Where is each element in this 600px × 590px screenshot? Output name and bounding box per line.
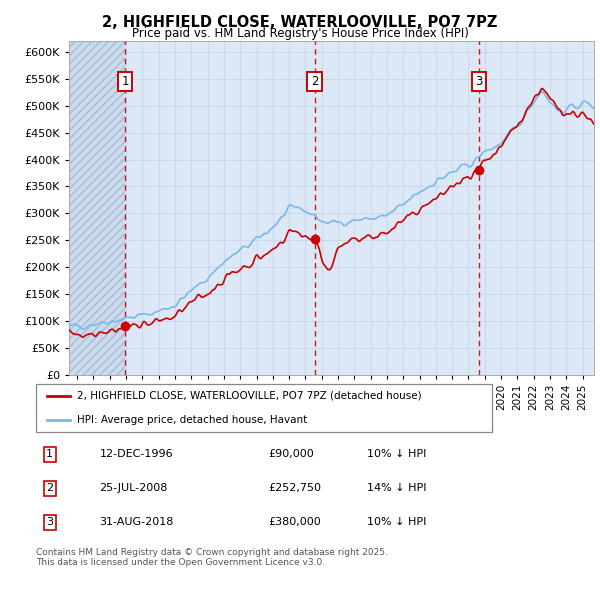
Text: 31-AUG-2018: 31-AUG-2018 xyxy=(100,517,174,527)
Text: 10% ↓ HPI: 10% ↓ HPI xyxy=(367,449,427,459)
Bar xyxy=(69,41,125,375)
Text: Contains HM Land Registry data © Crown copyright and database right 2025.
This d: Contains HM Land Registry data © Crown c… xyxy=(36,548,388,567)
Text: £90,000: £90,000 xyxy=(268,449,314,459)
Text: 25-JUL-2008: 25-JUL-2008 xyxy=(100,483,168,493)
Text: 12-DEC-1996: 12-DEC-1996 xyxy=(100,449,173,459)
Text: Price paid vs. HM Land Registry's House Price Index (HPI): Price paid vs. HM Land Registry's House … xyxy=(131,27,469,40)
Text: 14% ↓ HPI: 14% ↓ HPI xyxy=(367,483,427,493)
FancyBboxPatch shape xyxy=(36,384,492,432)
Text: 3: 3 xyxy=(46,517,53,527)
Text: 2, HIGHFIELD CLOSE, WATERLOOVILLE, PO7 7PZ: 2, HIGHFIELD CLOSE, WATERLOOVILLE, PO7 7… xyxy=(103,15,497,30)
Text: 3: 3 xyxy=(476,75,483,88)
Text: 1: 1 xyxy=(122,75,129,88)
Text: £380,000: £380,000 xyxy=(268,517,320,527)
Text: 10% ↓ HPI: 10% ↓ HPI xyxy=(367,517,427,527)
Text: HPI: Average price, detached house, Havant: HPI: Average price, detached house, Hava… xyxy=(77,415,307,425)
Text: £252,750: £252,750 xyxy=(268,483,321,493)
Text: 2: 2 xyxy=(311,75,318,88)
Text: 2, HIGHFIELD CLOSE, WATERLOOVILLE, PO7 7PZ (detached house): 2, HIGHFIELD CLOSE, WATERLOOVILLE, PO7 7… xyxy=(77,391,422,401)
Text: 2: 2 xyxy=(46,483,53,493)
Text: 1: 1 xyxy=(46,449,53,459)
